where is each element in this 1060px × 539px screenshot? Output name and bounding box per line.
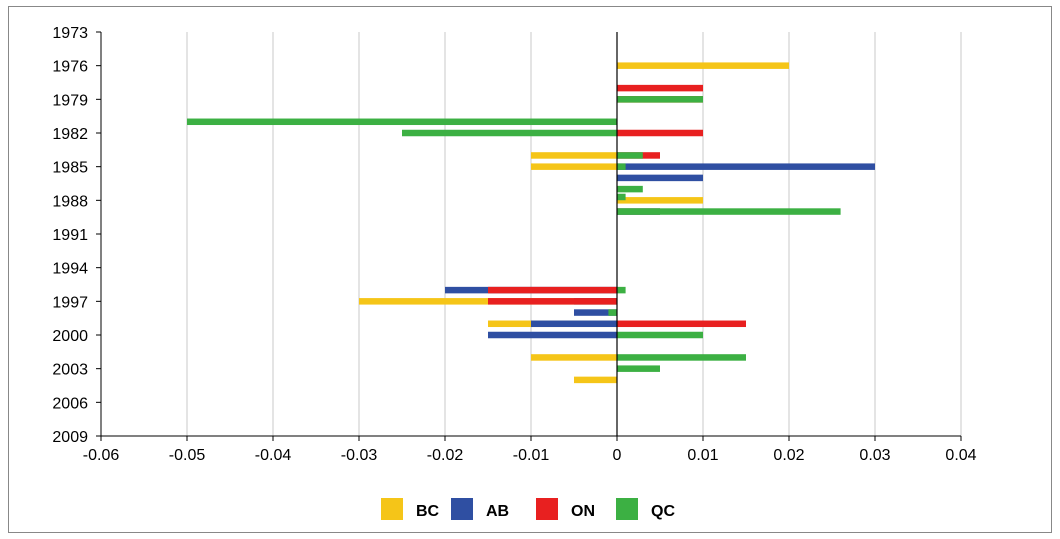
x-tick-label: -0.02 (427, 447, 464, 464)
y-tick-label: 1994 (52, 261, 88, 278)
legend-swatch-bc (381, 498, 403, 520)
bar-qc (608, 309, 617, 316)
legend-label-qc: QC (651, 503, 675, 520)
bar-qc (617, 354, 746, 361)
bar-bc (531, 152, 617, 159)
x-tick-label: -0.03 (341, 447, 378, 464)
bar-on (488, 298, 617, 305)
y-tick-label: 1979 (52, 92, 88, 109)
y-tick-label: 1985 (52, 160, 88, 177)
legend-label-bc: BC (416, 503, 440, 520)
legend-swatch-on (536, 498, 558, 520)
legend-swatch-qc (616, 498, 638, 520)
bar-bc (531, 163, 617, 170)
bar-bc (617, 197, 703, 204)
y-tick-label: 2000 (52, 328, 88, 345)
bar-qc (617, 365, 660, 372)
bar-qc (617, 193, 626, 201)
x-tick-label: 0.03 (859, 447, 890, 464)
bar-on (617, 129, 703, 137)
y-tick-label: 1991 (52, 227, 88, 244)
bar-on (488, 286, 617, 294)
x-tick-label: 0.04 (945, 447, 976, 464)
y-tick-label: 1976 (52, 59, 88, 76)
bar-qc (617, 152, 643, 159)
x-tick-label: -0.05 (169, 447, 206, 464)
bar-ab (488, 331, 617, 339)
bar-qc (617, 331, 703, 339)
bar-on (617, 84, 703, 92)
y-tick-label: 2003 (52, 362, 88, 379)
x-tick-label: 0.01 (687, 447, 718, 464)
bar-ab (574, 309, 617, 316)
x-tick-label: 0.02 (773, 447, 804, 464)
bar-qc (402, 129, 617, 137)
x-tick-label: -0.04 (255, 447, 292, 464)
legend-label-on: ON (571, 503, 595, 520)
bar-qc (617, 96, 703, 103)
bar-layer (187, 62, 875, 384)
y-tick-label: 2006 (52, 395, 88, 412)
bar-bc (617, 62, 789, 69)
legend-layer: BC AB ON QC (381, 498, 675, 520)
y-tick-label: 1997 (52, 294, 88, 311)
bar-qc (187, 118, 617, 126)
chart-frame (8, 6, 1052, 533)
bar-bc (531, 354, 617, 361)
legend-swatch-ab (451, 498, 473, 520)
bar-qc (617, 163, 626, 170)
bar-on (617, 320, 746, 328)
y-tick-label: 1988 (52, 193, 88, 210)
bar-qc (617, 208, 841, 215)
bar-qc (617, 286, 626, 294)
legend-label-ab: AB (486, 503, 509, 520)
x-tick-label: 0 (613, 447, 622, 464)
bar-ab (617, 163, 875, 170)
bar-ab (531, 320, 617, 328)
axis-layer: -0.06 -0.05 -0.04 -0.03 -0.02 -0.01 0 0.01 0.02 0… (52, 25, 976, 464)
y-tick-label: 1982 (52, 126, 88, 143)
x-tick-label: -0.06 (83, 447, 120, 464)
y-tick-label: 2009 (52, 429, 88, 446)
grid-layer (186, 32, 962, 436)
bar-qc (617, 185, 643, 193)
bar-bc (574, 376, 617, 384)
y-tick-label: 1973 (52, 25, 88, 42)
x-tick-label: -0.01 (513, 447, 550, 464)
bar-ab (617, 174, 703, 182)
